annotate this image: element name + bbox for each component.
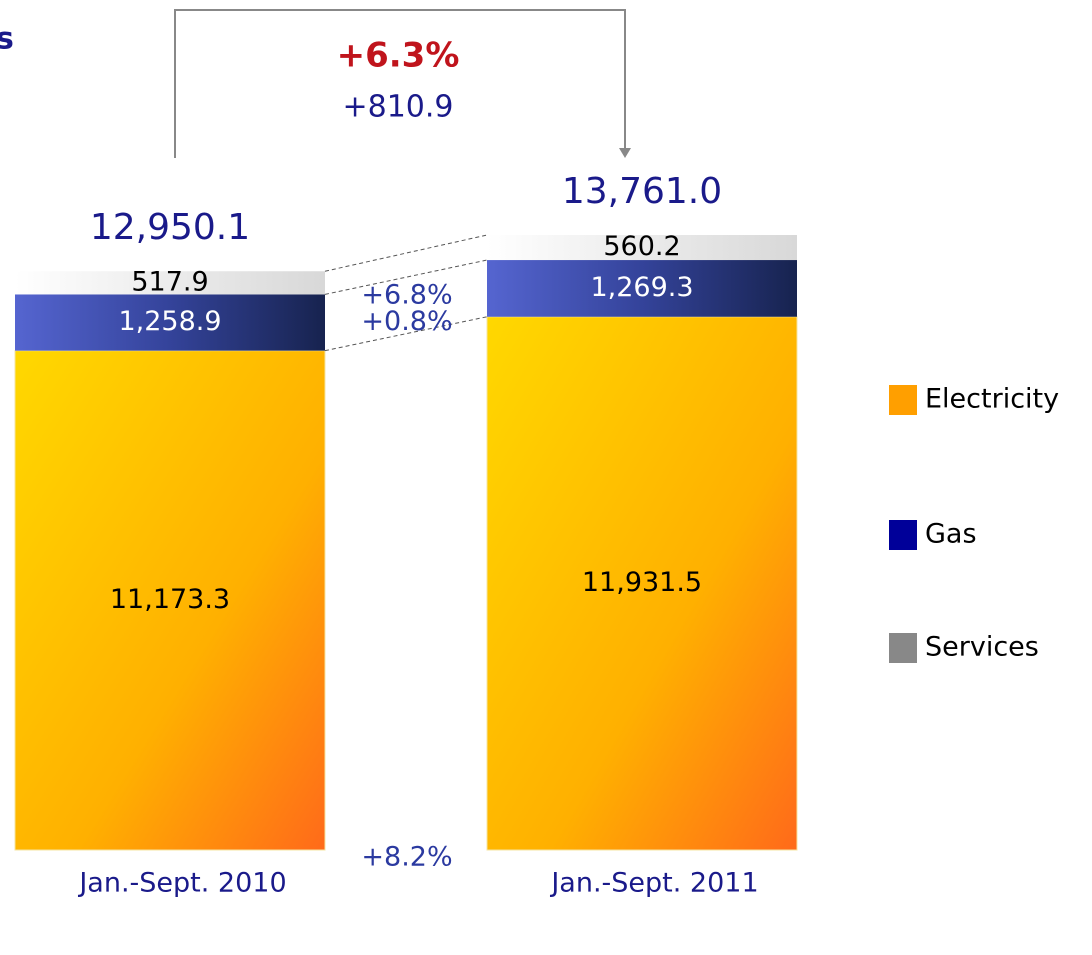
bar-segment [487, 235, 797, 261]
legend-swatch [889, 385, 917, 415]
value-label: 1,258.9 [118, 306, 221, 337]
bar-segment [15, 294, 325, 351]
total-label: 12,950.1 [90, 207, 250, 248]
connector [324, 234, 488, 272]
bar-segment [15, 271, 325, 295]
bar-segment [487, 260, 797, 317]
change-label: +8.2% [361, 842, 452, 873]
legend-swatch [889, 633, 917, 663]
arrow-head [619, 148, 631, 158]
total-change-percent: +6.3% [337, 36, 460, 76]
total-label: 13,761.0 [562, 171, 722, 212]
change-label: +6.8% [361, 279, 452, 310]
legend-label: Services [925, 632, 1039, 663]
x-tick-label: Jan.-Sept. 2011 [549, 868, 758, 899]
legend-swatch [889, 520, 917, 550]
bar-segment [486, 316, 798, 851]
bracket [174, 9, 626, 158]
value-label: 560.2 [603, 231, 680, 262]
total-change-absolute: +810.9 [342, 90, 453, 125]
x-tick-label: Jan.-Sept. 2010 [77, 868, 286, 899]
value-label: 517.9 [131, 266, 208, 297]
change-label: +0.8% [361, 306, 452, 337]
legend-label: Gas [925, 519, 977, 550]
bar-segment [14, 350, 326, 851]
value-label: 1,269.3 [590, 272, 693, 303]
value-label: 11,173.3 [110, 584, 230, 615]
legend-label: Electricity [925, 384, 1059, 415]
chart-title: s [0, 22, 14, 57]
value-label: 11,931.5 [582, 567, 702, 598]
